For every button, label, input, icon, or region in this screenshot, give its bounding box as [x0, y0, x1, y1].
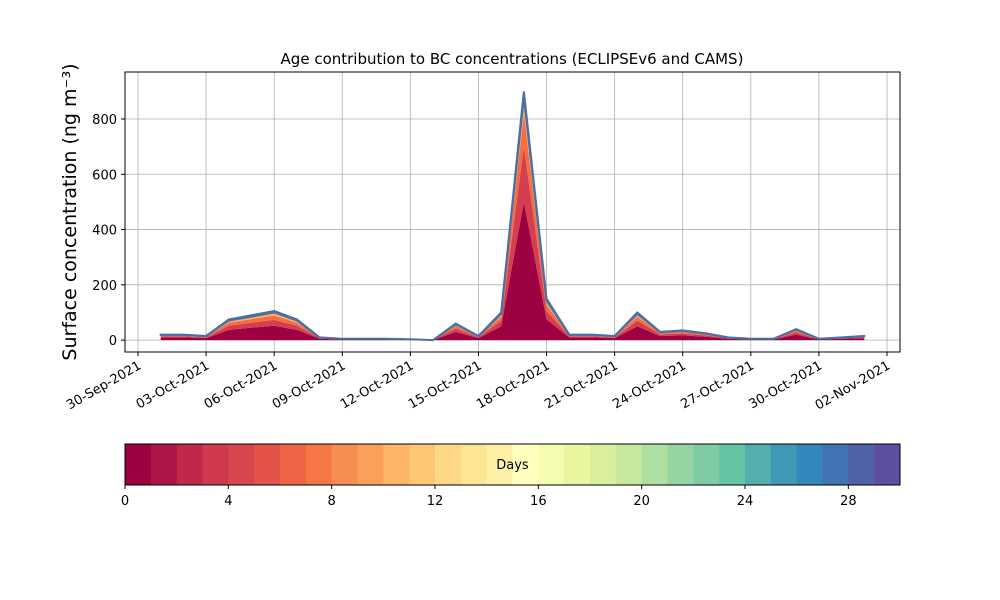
colorbar-swatch — [770, 444, 798, 485]
colorbar-label: Days — [496, 458, 529, 473]
y-axis-label: Surface concentration (ng m⁻³) — [59, 63, 81, 360]
colorbar-swatch — [693, 444, 720, 485]
y-tick-label: 0 — [109, 334, 117, 349]
colorbar-swatch — [435, 444, 462, 485]
colorbar-swatch — [667, 444, 694, 485]
colorbar-swatch — [357, 444, 384, 485]
colorbar-swatch — [486, 444, 513, 485]
x-tick-label: 02-Nov-2021 — [813, 358, 893, 413]
colorbar-swatch — [796, 444, 823, 485]
colorbar-swatch — [460, 444, 488, 485]
area — [160, 113, 865, 341]
y-tick-label: 200 — [92, 279, 117, 294]
colorbar-swatch — [280, 444, 307, 485]
x-tick-label: 30-Sep-2021 — [64, 358, 144, 413]
area — [159, 91, 866, 342]
colorbar-tick-label: 20 — [633, 494, 650, 509]
y-tick-label: 800 — [92, 113, 117, 128]
colorbar-swatch — [202, 444, 229, 485]
colorbar-tick-label: 8 — [328, 494, 336, 509]
colorbar-tick-label: 12 — [427, 494, 444, 509]
colorbar-swatch — [719, 444, 746, 485]
colorbar-swatch — [822, 444, 849, 485]
colorbar-swatch — [331, 444, 358, 485]
x-tick-label: 24-Oct-2021 — [610, 358, 688, 412]
colorbar-swatch — [125, 444, 152, 485]
colorbar-swatch — [538, 444, 565, 485]
colorbar-swatch — [409, 444, 436, 485]
colorbar-swatch — [590, 444, 617, 485]
colorbar-tick-label: 16 — [530, 494, 547, 509]
colorbar-tick-label: 28 — [840, 494, 857, 509]
colorbar-swatch — [150, 444, 178, 485]
colorbar-swatch — [305, 444, 333, 485]
colorbar-tick-label: 0 — [121, 494, 129, 509]
colorbar-swatch — [874, 444, 901, 485]
colorbar-swatch — [176, 444, 203, 485]
colorbar-tick-label: 24 — [737, 494, 754, 509]
colorbar-swatch — [228, 444, 255, 485]
colorbar-swatch — [512, 444, 539, 485]
colorbar-swatch — [641, 444, 668, 485]
chart-title: Age contribution to BC concentrations (E… — [281, 50, 744, 68]
x-tick-label: 09-Oct-2021 — [270, 358, 348, 412]
x-tick-label: 30-Oct-2021 — [747, 358, 825, 412]
plot-frame — [124, 71, 901, 353]
x-tick-label: 06-Oct-2021 — [202, 358, 280, 412]
area — [160, 146, 865, 341]
colorbar-swatch — [383, 444, 410, 485]
colorbar-swatch — [745, 444, 772, 485]
colorbar-frame — [124, 443, 901, 486]
x-tick-label: 21-Oct-2021 — [542, 358, 620, 412]
colorbar-swatch — [848, 444, 875, 485]
colorbar-swatch — [615, 444, 643, 485]
x-tick-label: 03-Oct-2021 — [134, 358, 212, 412]
x-tick-label: 27-Oct-2021 — [678, 358, 756, 412]
colorbar-swatch — [254, 444, 281, 485]
colorbar-tick-label: 4 — [224, 494, 232, 509]
y-tick-label: 400 — [92, 224, 117, 239]
y-tick-label: 600 — [92, 168, 117, 183]
x-tick-label: 18-Oct-2021 — [474, 358, 552, 412]
x-tick-label: 15-Oct-2021 — [406, 358, 484, 412]
colorbar-swatch — [564, 444, 591, 485]
area — [160, 201, 865, 341]
x-tick-label: 12-Oct-2021 — [338, 358, 416, 412]
